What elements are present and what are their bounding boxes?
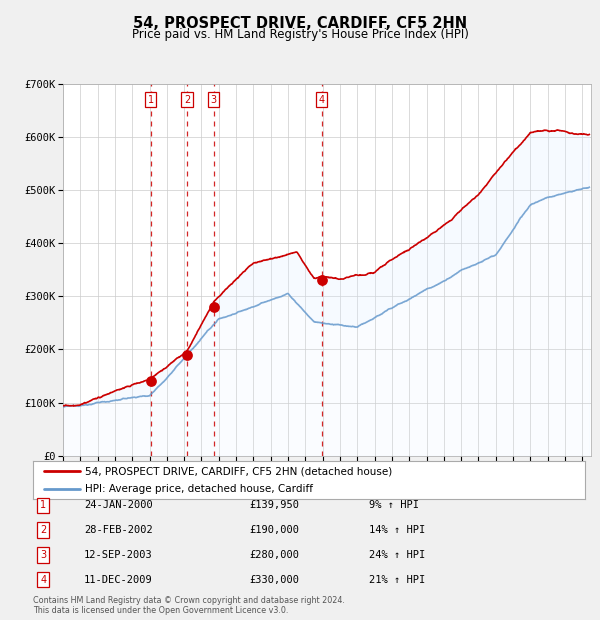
Text: 3: 3 <box>40 550 46 560</box>
Text: 2: 2 <box>40 525 46 535</box>
Point <box>146 376 155 386</box>
Text: 54, PROSPECT DRIVE, CARDIFF, CF5 2HN: 54, PROSPECT DRIVE, CARDIFF, CF5 2HN <box>133 16 467 30</box>
Text: £280,000: £280,000 <box>249 550 299 560</box>
Text: 9% ↑ HPI: 9% ↑ HPI <box>369 500 419 510</box>
Text: 11-DEC-2009: 11-DEC-2009 <box>84 575 153 585</box>
Text: 12-SEP-2003: 12-SEP-2003 <box>84 550 153 560</box>
Point <box>317 275 326 285</box>
Text: £139,950: £139,950 <box>249 500 299 510</box>
Text: 24-JAN-2000: 24-JAN-2000 <box>84 500 153 510</box>
Point <box>209 302 218 312</box>
Text: 54, PROSPECT DRIVE, CARDIFF, CF5 2HN (detached house): 54, PROSPECT DRIVE, CARDIFF, CF5 2HN (de… <box>85 466 392 476</box>
Text: 4: 4 <box>40 575 46 585</box>
Text: 1: 1 <box>148 95 154 105</box>
Text: £330,000: £330,000 <box>249 575 299 585</box>
Text: 14% ↑ HPI: 14% ↑ HPI <box>369 525 425 535</box>
Text: £190,000: £190,000 <box>249 525 299 535</box>
Text: 2: 2 <box>184 95 190 105</box>
Text: 21% ↑ HPI: 21% ↑ HPI <box>369 575 425 585</box>
Text: 1: 1 <box>40 500 46 510</box>
Text: 24% ↑ HPI: 24% ↑ HPI <box>369 550 425 560</box>
Text: 3: 3 <box>211 95 217 105</box>
Point <box>182 350 192 360</box>
Text: 4: 4 <box>319 95 325 105</box>
Text: Price paid vs. HM Land Registry's House Price Index (HPI): Price paid vs. HM Land Registry's House … <box>131 28 469 41</box>
Text: 28-FEB-2002: 28-FEB-2002 <box>84 525 153 535</box>
Text: HPI: Average price, detached house, Cardiff: HPI: Average price, detached house, Card… <box>85 484 313 494</box>
Text: Contains HM Land Registry data © Crown copyright and database right 2024.
This d: Contains HM Land Registry data © Crown c… <box>33 596 345 615</box>
